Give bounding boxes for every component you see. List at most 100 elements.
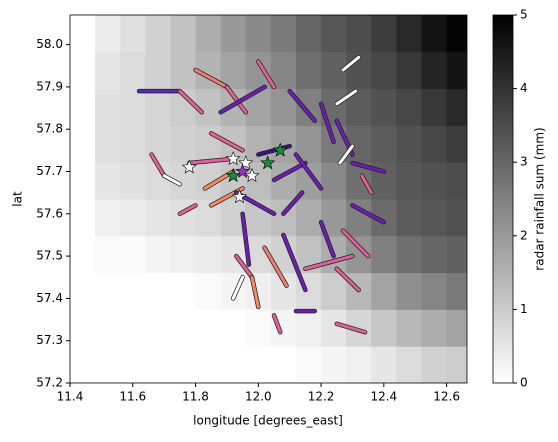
colorbar-tick-label: 0 bbox=[520, 376, 528, 390]
heat-cell bbox=[245, 346, 272, 383]
heat-cell bbox=[195, 125, 222, 163]
y-tick-label: 57.5 bbox=[36, 249, 63, 263]
heat-cell bbox=[145, 346, 171, 383]
heat-cell bbox=[295, 199, 322, 237]
y-tick-label: 57.9 bbox=[36, 79, 63, 93]
heat-cell bbox=[120, 162, 146, 200]
link bbox=[341, 55, 361, 72]
heat-cell bbox=[120, 199, 146, 237]
link bbox=[360, 174, 373, 195]
heat-cell bbox=[321, 272, 347, 310]
link bbox=[319, 102, 336, 144]
plot-frame bbox=[69, 14, 468, 384]
link bbox=[319, 220, 336, 258]
heat-cell bbox=[145, 309, 171, 347]
heat-cell bbox=[270, 15, 297, 53]
heat-cell bbox=[446, 15, 467, 53]
heat-cell bbox=[270, 125, 297, 163]
heat-cell bbox=[195, 15, 222, 53]
link bbox=[350, 203, 386, 224]
link bbox=[219, 85, 267, 114]
gauge-star bbox=[244, 167, 260, 183]
link bbox=[187, 157, 235, 165]
heat-cell bbox=[396, 272, 422, 310]
heat-cell bbox=[421, 125, 448, 163]
heat-cell bbox=[220, 309, 247, 347]
gauge-star bbox=[225, 167, 241, 183]
heat-cell bbox=[446, 346, 467, 383]
x-tick-label: 11.6 bbox=[119, 390, 146, 404]
heat-cell bbox=[295, 309, 322, 347]
heat-cell bbox=[220, 15, 247, 53]
y-tick-label: 57.4 bbox=[36, 291, 63, 305]
link bbox=[234, 254, 254, 279]
gauge-star bbox=[260, 155, 276, 170]
gauge-star bbox=[232, 189, 247, 204]
gauge-star bbox=[238, 155, 254, 170]
heat-cell bbox=[446, 162, 467, 200]
link bbox=[209, 131, 245, 152]
heat-cell bbox=[396, 199, 422, 237]
colorbar-label: radar rainfall sum (mm) bbox=[533, 127, 547, 270]
heat-cell bbox=[446, 125, 467, 163]
colorbar bbox=[492, 14, 514, 384]
heat-cell bbox=[270, 346, 297, 383]
heat-cell bbox=[145, 199, 171, 237]
heat-cell bbox=[446, 235, 467, 274]
heat-cell bbox=[421, 162, 448, 200]
heat-cell bbox=[421, 309, 448, 347]
heat-cell bbox=[421, 235, 448, 274]
heat-cell bbox=[145, 235, 171, 274]
heat-cell bbox=[95, 346, 121, 383]
heat-cell bbox=[95, 309, 121, 347]
heat-cell bbox=[95, 51, 121, 90]
link bbox=[231, 275, 245, 300]
link bbox=[341, 229, 370, 258]
heat-cell bbox=[120, 51, 146, 90]
link bbox=[303, 254, 354, 271]
heat-cell bbox=[421, 51, 448, 90]
heat-cell bbox=[120, 235, 146, 274]
heat-cell bbox=[120, 309, 146, 347]
heat-cell bbox=[120, 125, 146, 163]
heat-cell bbox=[396, 235, 422, 274]
heat-cell bbox=[245, 15, 272, 53]
heat-cell bbox=[446, 88, 467, 126]
heat-cell bbox=[295, 15, 322, 53]
heat-cell bbox=[446, 272, 467, 310]
heat-cell bbox=[446, 51, 467, 90]
heat-cell bbox=[170, 309, 197, 347]
colorbar-tick-label: 5 bbox=[520, 8, 528, 22]
heat-cell bbox=[321, 309, 347, 347]
colorbar-tick-label: 4 bbox=[520, 81, 528, 95]
heat-cell bbox=[421, 272, 448, 310]
heat-cell bbox=[170, 125, 197, 163]
link bbox=[256, 144, 292, 157]
colorbar-tick-label: 2 bbox=[520, 228, 528, 242]
heat-cell bbox=[396, 162, 422, 200]
heat-cell bbox=[396, 88, 422, 126]
gauge-star bbox=[225, 150, 241, 166]
heat-cell bbox=[396, 125, 422, 163]
link bbox=[256, 60, 276, 89]
heat-cell bbox=[220, 346, 247, 383]
link bbox=[281, 233, 307, 292]
heat-cell bbox=[346, 199, 372, 237]
colorbar-tick-label: 1 bbox=[520, 302, 528, 316]
link bbox=[272, 161, 307, 182]
link bbox=[335, 89, 358, 106]
heat-cell bbox=[421, 346, 448, 383]
x-tick-label: 12.4 bbox=[370, 390, 397, 404]
heat-cell bbox=[170, 346, 197, 383]
x-tick-label: 12.6 bbox=[433, 390, 460, 404]
heat-cell bbox=[270, 51, 297, 90]
heat-cell bbox=[220, 51, 247, 90]
heat-cell bbox=[195, 235, 222, 274]
link bbox=[263, 246, 289, 288]
heat-cell bbox=[120, 15, 146, 53]
heat-cell bbox=[95, 272, 121, 310]
heat-cell bbox=[195, 309, 222, 347]
heat-cell bbox=[170, 15, 197, 53]
heat-cell bbox=[346, 125, 372, 163]
link bbox=[178, 203, 198, 216]
